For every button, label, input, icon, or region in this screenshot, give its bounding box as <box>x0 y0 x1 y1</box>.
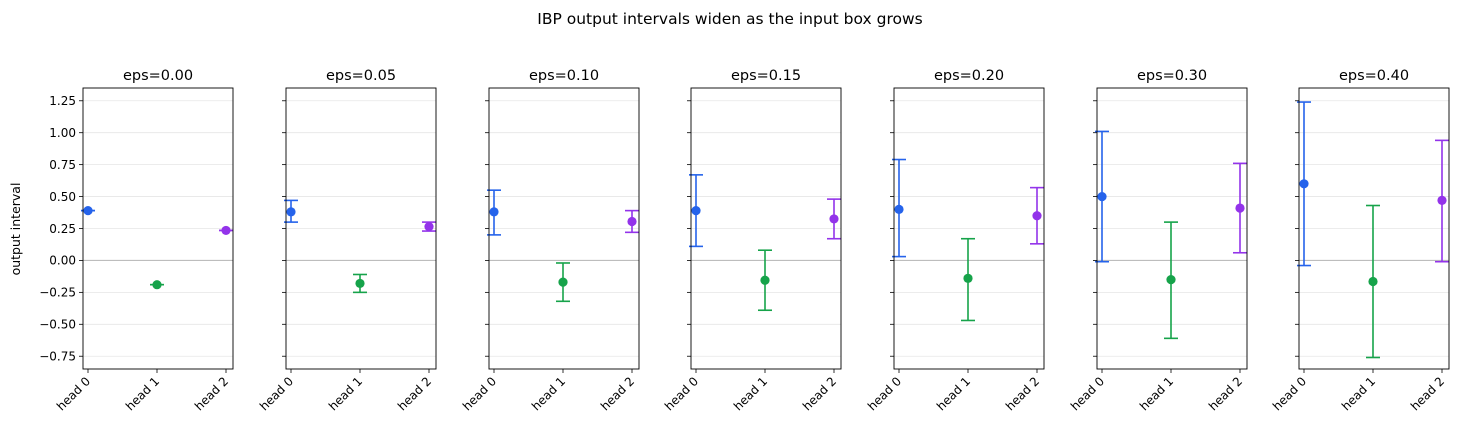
x-tick-label: head 2 <box>395 374 434 413</box>
x-tick-label: head 0 <box>865 374 904 413</box>
panel-title: eps=0.15 <box>731 68 801 84</box>
panel-frame <box>893 87 1045 370</box>
y-tick-label: 0.00 <box>49 254 76 268</box>
panel-title: eps=0.20 <box>934 68 1004 84</box>
data-point <box>424 221 434 232</box>
x-tick-label: head 0 <box>54 374 93 413</box>
x-tick-label: head 1 <box>1137 374 1176 413</box>
data-point <box>558 277 568 287</box>
y-tick-label: 0.25 <box>49 222 76 236</box>
data-point <box>691 206 701 216</box>
panel-frame <box>488 87 640 370</box>
x-tick-label: head 0 <box>1270 374 1309 413</box>
data-point <box>1368 276 1378 287</box>
panel-3: head 0 head 1 head 2 eps=0.15 <box>662 68 842 413</box>
y-tick-label: 1.25 <box>49 94 76 108</box>
panel-4: head 0 head 1 head 2 eps=0.20 <box>865 68 1045 413</box>
x-tick-label: head 0 <box>1068 374 1107 413</box>
x-tick-label: head 2 <box>1206 374 1245 413</box>
data-point <box>355 278 365 289</box>
x-tick-label: head 2 <box>1408 374 1447 413</box>
data-point <box>1299 179 1309 189</box>
data-point <box>152 280 162 290</box>
x-tick-label: head 1 <box>731 374 770 413</box>
x-tick-label: head 1 <box>529 374 568 413</box>
data-point <box>1437 195 1447 205</box>
x-tick-label: head 1 <box>1339 374 1378 413</box>
panel-frame <box>1298 87 1450 370</box>
panel-frame <box>1096 87 1248 370</box>
panel-title: eps=0.40 <box>1339 68 1409 84</box>
x-tick-label: head 1 <box>934 374 973 413</box>
panel-1: head 0 head 1 head 2 eps=0.05 <box>257 68 437 413</box>
x-tick-label: head 2 <box>800 374 839 413</box>
data-point <box>489 207 499 217</box>
panels: −0.75 −0.50 −0.25 0.00 0.25 0.50 0.75 1.00 1.25 h… <box>39 68 1450 413</box>
data-point <box>83 206 93 216</box>
data-point <box>221 225 231 236</box>
y-tick-label: 1.00 <box>49 126 76 140</box>
panel-title: eps=0.05 <box>326 68 396 84</box>
data-point <box>1235 203 1245 213</box>
panel-title: eps=0.10 <box>529 68 599 84</box>
x-tick-label: head 0 <box>257 374 296 413</box>
panel-title: eps=0.00 <box>123 68 193 84</box>
data-point <box>829 214 839 224</box>
data-point <box>1166 274 1176 285</box>
panel-frame <box>285 87 437 370</box>
x-tick-label: head 2 <box>1003 374 1042 413</box>
y-tick-label: 0.50 <box>49 190 76 204</box>
x-tick-label: head 0 <box>460 374 499 413</box>
data-point <box>1032 211 1042 221</box>
x-tick-label: head 2 <box>598 374 637 413</box>
x-tick-label: head 1 <box>123 374 162 413</box>
panel-0: −0.75 −0.50 −0.25 0.00 0.25 0.50 0.75 1.00 1.25 h… <box>39 68 234 413</box>
panel-frame <box>82 87 234 370</box>
data-point <box>1097 191 1107 202</box>
panel-frame <box>690 87 842 370</box>
y-tick-label: −0.50 <box>39 318 76 332</box>
panel-6: head 0 head 1 head 2 eps=0.40 <box>1270 68 1450 413</box>
panel-5: head 0 head 1 head 2 eps=0.30 <box>1068 68 1248 413</box>
data-point <box>286 207 296 217</box>
y-tick-label: −0.75 <box>39 350 76 364</box>
data-point <box>760 275 770 285</box>
data-point <box>894 204 904 214</box>
x-tick-label: head 2 <box>192 374 231 413</box>
panel-title: eps=0.30 <box>1137 68 1207 84</box>
data-point <box>963 273 973 283</box>
y-tick-label: 0.75 <box>49 158 76 172</box>
x-tick-label: head 1 <box>326 374 365 413</box>
figure-suptitle: IBP output intervals widen as the input … <box>537 10 922 28</box>
panel-2: head 0 head 1 head 2 eps=0.10 <box>460 68 640 413</box>
x-tick-label: head 0 <box>662 374 701 413</box>
y-tick-label: −0.25 <box>39 286 76 300</box>
y-axis-label: output interval <box>8 183 23 276</box>
data-point <box>627 216 637 227</box>
